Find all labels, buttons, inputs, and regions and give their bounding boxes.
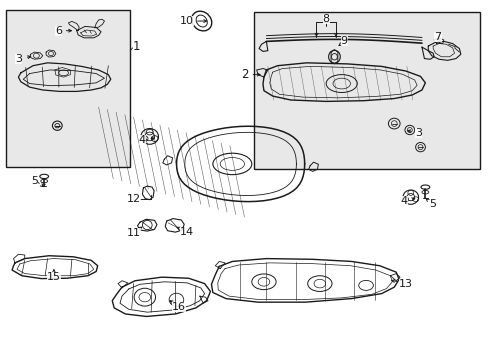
Text: 9: 9 bbox=[340, 36, 347, 46]
Text: 1: 1 bbox=[133, 40, 140, 53]
Text: 14: 14 bbox=[180, 227, 194, 237]
Text: 3: 3 bbox=[414, 128, 421, 138]
Text: 4: 4 bbox=[139, 135, 145, 145]
Text: 10: 10 bbox=[180, 16, 194, 26]
Text: 6: 6 bbox=[55, 26, 62, 36]
Text: 5: 5 bbox=[429, 199, 436, 209]
Text: 7: 7 bbox=[433, 32, 441, 42]
Text: 4: 4 bbox=[400, 197, 407, 206]
Text: 15: 15 bbox=[47, 272, 61, 282]
Bar bbox=[6, 10, 130, 167]
Text: 12: 12 bbox=[126, 194, 141, 203]
Text: 11: 11 bbox=[126, 228, 141, 238]
Text: 3: 3 bbox=[15, 54, 22, 64]
Text: 2: 2 bbox=[240, 68, 248, 81]
Bar bbox=[254, 12, 479, 169]
Text: 5: 5 bbox=[31, 176, 38, 186]
Text: 13: 13 bbox=[398, 279, 412, 289]
Text: 8: 8 bbox=[322, 14, 329, 24]
Text: 16: 16 bbox=[171, 302, 185, 312]
